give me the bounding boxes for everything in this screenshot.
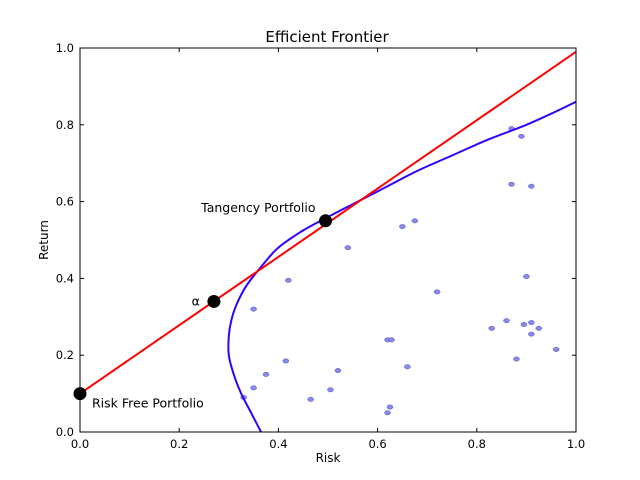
asset-point: [411, 218, 419, 224]
asset-point: [334, 368, 342, 374]
x-tick-label: 1.0: [567, 437, 585, 451]
y-tick-label: 0.4: [56, 271, 74, 285]
asset-point: [250, 306, 257, 312]
y-axis-label: Return: [37, 220, 51, 260]
key-point-label: Risk Free Portfolio: [92, 396, 204, 411]
axes-frame: [79, 47, 577, 433]
key-points: Risk Free Portfolio α Tangency Portfolio: [73, 200, 333, 411]
y-tick-label: 0.8: [56, 118, 74, 132]
key-point-label: α: [192, 293, 200, 308]
asset-point: [388, 337, 395, 343]
asset-point: [488, 325, 495, 331]
asset-point: [250, 385, 257, 391]
plot-area: [80, 51, 576, 432]
asset-point: [518, 133, 525, 139]
asset-point: [433, 289, 441, 295]
asset-point: [344, 245, 352, 251]
key-point-label: Tangency Portfolio: [200, 200, 315, 215]
asset-point: [523, 274, 530, 279]
asset-point: [384, 410, 391, 416]
asset-point: [503, 318, 510, 324]
x-tick-label: 0.0: [71, 437, 89, 451]
x-tick-label: 0.6: [368, 437, 386, 451]
asset-point: [528, 320, 535, 326]
asset-point: [513, 356, 520, 362]
asset-point: [307, 396, 314, 402]
asset-point: [520, 322, 528, 327]
y-tick-label: 0.6: [56, 195, 74, 209]
y-tick-label: 0.0: [56, 425, 74, 439]
chart-title: Efficient Frontier: [265, 28, 389, 46]
x-tick-label: 0.2: [170, 437, 188, 451]
x-tick-label: 0.4: [269, 437, 287, 451]
asset-point: [535, 325, 543, 331]
asset-point: [262, 371, 270, 377]
asset-point: [508, 181, 515, 187]
asset-point: [528, 331, 535, 337]
asset-point: [399, 224, 406, 230]
asset-point: [282, 358, 290, 364]
asset-point: [386, 404, 394, 410]
y-tick-label: 0.2: [56, 348, 74, 362]
asset-point: [528, 183, 535, 189]
key-point-marker: [319, 214, 333, 228]
axis-ticks: 0.0 0.2 0.4 0.6 0.8 1.0 0.0 0.2 0.4 0.6 0.8 1.0: [56, 41, 585, 451]
asset-point: [327, 387, 334, 393]
x-tick-label: 0.8: [468, 437, 486, 451]
y-tick-label: 1.0: [56, 41, 74, 55]
key-point-marker: [207, 294, 221, 308]
asset-point: [285, 277, 292, 283]
efficient-frontier-curve: [227, 100, 576, 432]
asset-point: [552, 346, 560, 352]
x-axis-label: Risk: [316, 451, 341, 465]
asset-point: [404, 364, 411, 370]
